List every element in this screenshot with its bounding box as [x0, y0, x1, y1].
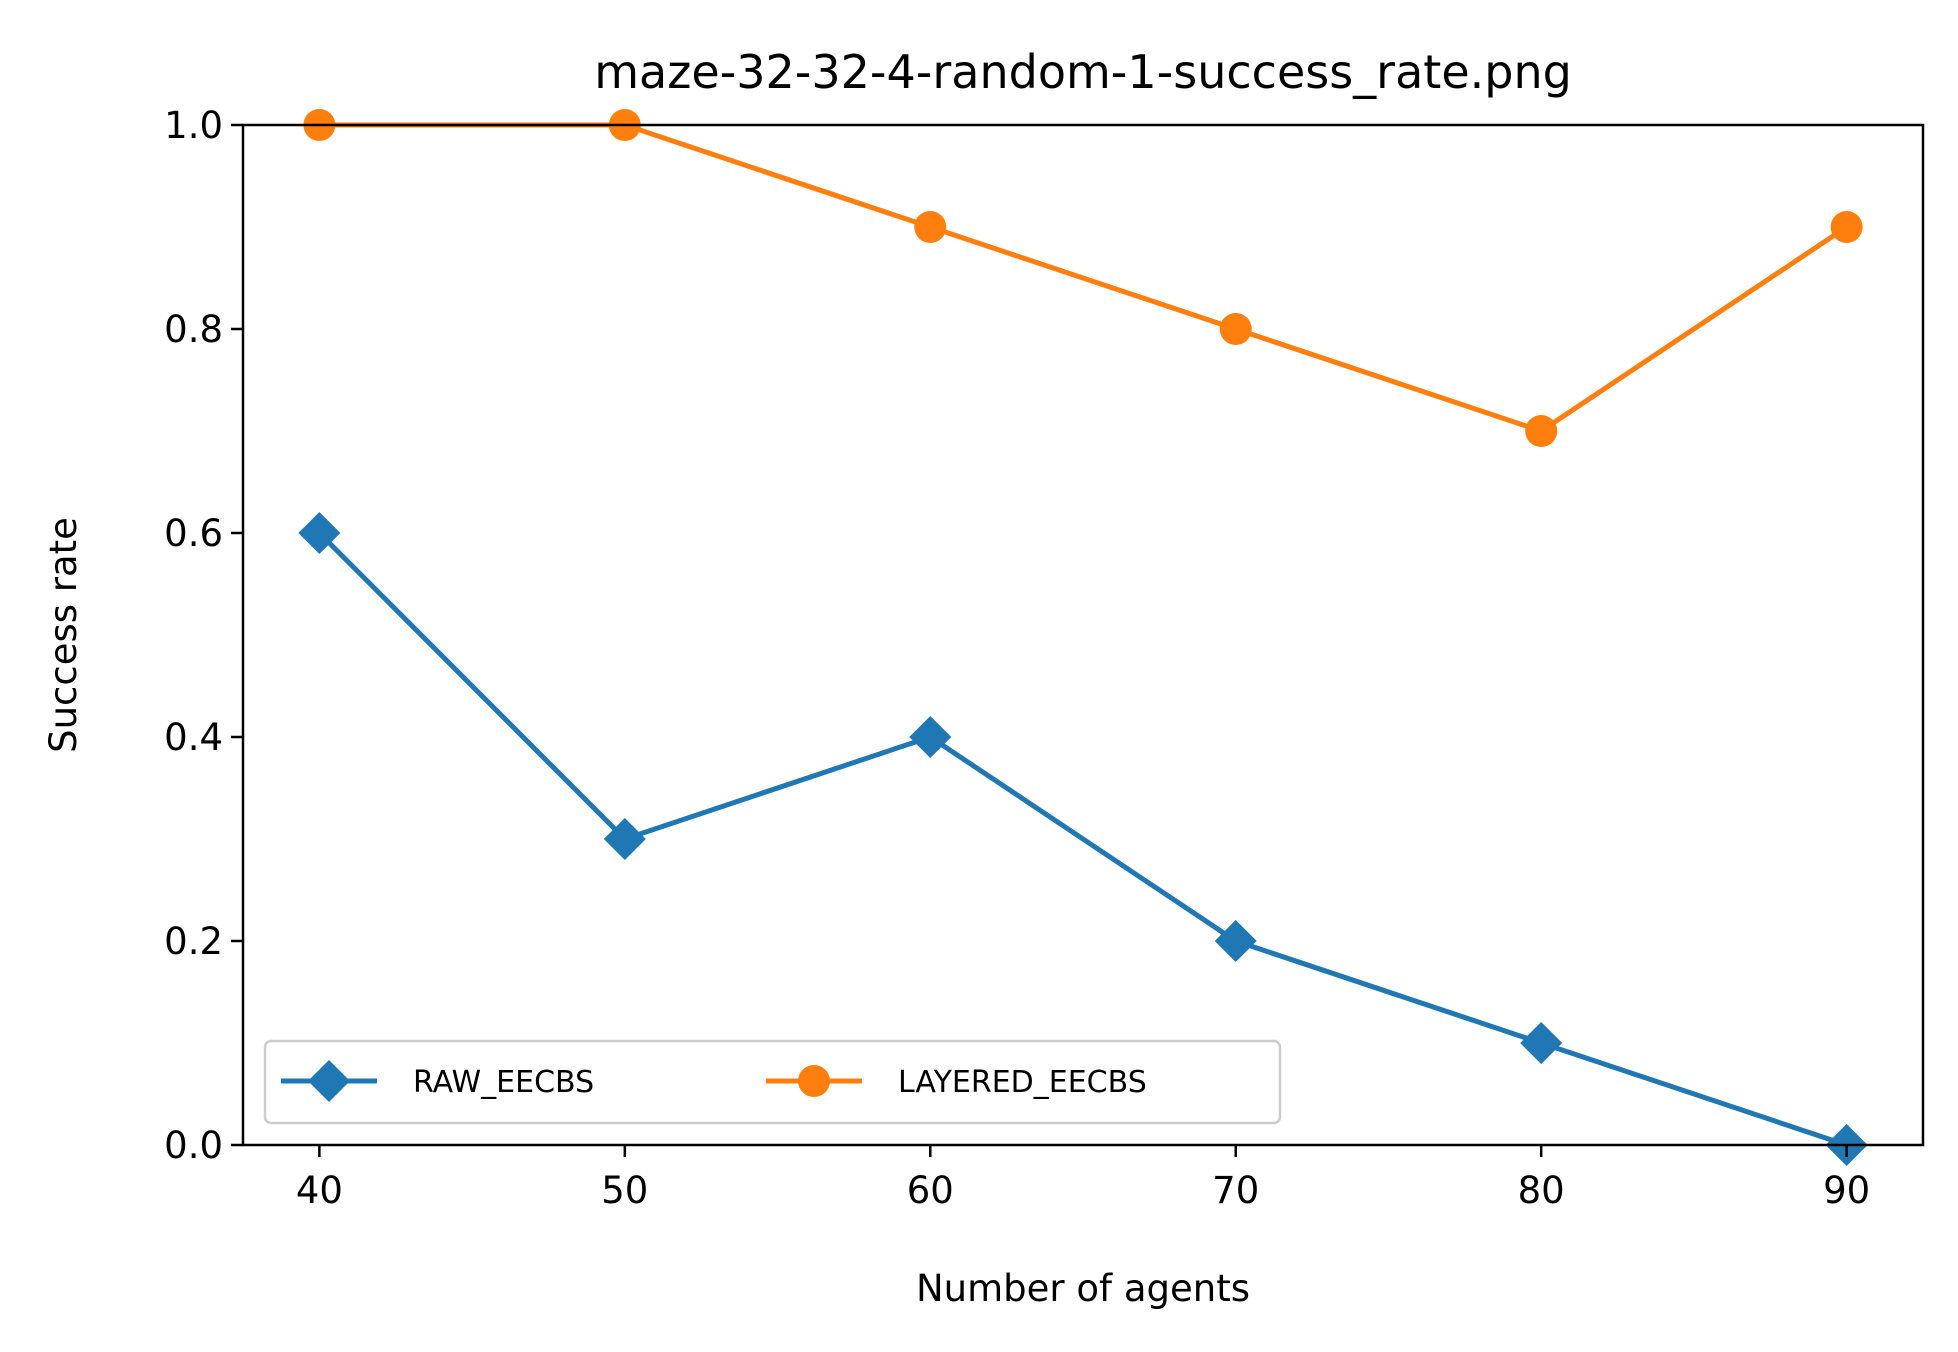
x-tick-label: 90: [1823, 1169, 1870, 1212]
y-tick-label: 0.2: [164, 920, 223, 963]
axis-ticks: 40 50 60 70 80 90 0.0 0.2 0.4 0.6 0.8 1.0: [164, 104, 1870, 1212]
axes-frame: [241, 123, 1925, 1147]
legend-marker: [798, 1065, 830, 1097]
data-point: [1525, 415, 1558, 447]
x-tick-label: 60: [907, 1169, 954, 1212]
data-point: [603, 818, 646, 860]
legend: RAW_EECBS LAYERED_EECBS: [263, 1039, 1282, 1125]
y-tick-label: 1.0: [164, 104, 223, 147]
x-tick-label: 80: [1518, 1169, 1565, 1212]
y-tick-label: 0.6: [164, 512, 223, 555]
chart-title: maze-32-32-4-random-1-success_rate.png: [594, 45, 1572, 99]
legend-marker: [308, 1060, 350, 1102]
series-line: [317, 531, 1848, 1148]
y-axis-label: Success rate: [42, 517, 85, 753]
legend-label: LAYERED_EECBS: [898, 1065, 1147, 1100]
y-tick-label: 0.0: [164, 1124, 223, 1167]
x-tick-label: 70: [1212, 1169, 1259, 1212]
y-tick-label: 0.4: [164, 716, 223, 759]
data-point: [1520, 1022, 1563, 1064]
data-point: [1830, 211, 1863, 243]
y-tick-label: 0.8: [164, 308, 223, 351]
data-point: [909, 716, 952, 758]
data-point: [914, 211, 947, 243]
x-axis-label: Number of agents: [916, 1267, 1250, 1310]
data-point: [1219, 313, 1252, 345]
data-point: [1214, 920, 1257, 962]
x-tick-label: 50: [601, 1169, 648, 1212]
legend-label: RAW_EECBS: [413, 1065, 594, 1100]
x-tick-label: 40: [296, 1169, 343, 1212]
data-point: [298, 512, 341, 554]
